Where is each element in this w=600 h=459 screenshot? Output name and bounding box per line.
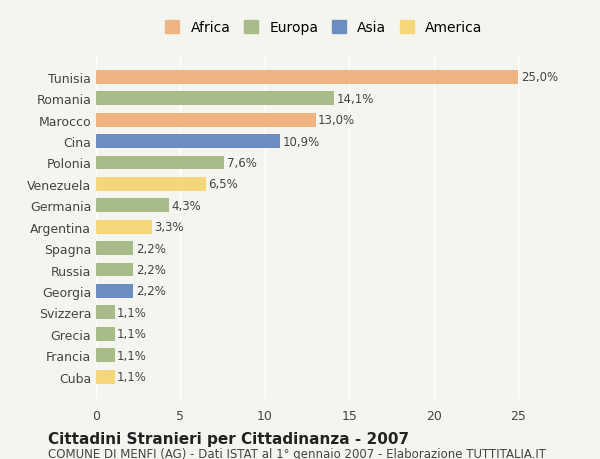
Text: COMUNE DI MENFI (AG) - Dati ISTAT al 1° gennaio 2007 - Elaborazione TUTTITALIA.I: COMUNE DI MENFI (AG) - Dati ISTAT al 1° … <box>48 448 546 459</box>
Text: 7,6%: 7,6% <box>227 157 257 170</box>
Bar <box>96 370 115 384</box>
Text: 2,2%: 2,2% <box>136 242 166 255</box>
Bar <box>96 135 280 149</box>
Legend: Africa, Europa, Asia, America: Africa, Europa, Asia, America <box>161 17 487 39</box>
Text: 6,5%: 6,5% <box>208 178 238 191</box>
Text: 10,9%: 10,9% <box>283 135 320 148</box>
Bar <box>96 178 206 191</box>
Bar <box>96 348 115 362</box>
Text: 3,3%: 3,3% <box>154 221 184 234</box>
Bar <box>96 199 169 213</box>
Bar <box>96 220 152 234</box>
Bar <box>96 284 133 298</box>
Text: 1,1%: 1,1% <box>117 370 147 383</box>
Bar <box>96 71 518 84</box>
Bar <box>96 241 133 256</box>
Bar <box>96 92 334 106</box>
Text: 1,1%: 1,1% <box>117 349 147 362</box>
Text: 2,2%: 2,2% <box>136 263 166 276</box>
Text: 1,1%: 1,1% <box>117 328 147 341</box>
Text: 14,1%: 14,1% <box>337 93 374 106</box>
Text: 2,2%: 2,2% <box>136 285 166 298</box>
Text: 1,1%: 1,1% <box>117 306 147 319</box>
Text: 13,0%: 13,0% <box>318 114 355 127</box>
Text: 4,3%: 4,3% <box>171 199 201 213</box>
Text: 25,0%: 25,0% <box>521 71 558 84</box>
Bar <box>96 113 316 127</box>
Text: Cittadini Stranieri per Cittadinanza - 2007: Cittadini Stranieri per Cittadinanza - 2… <box>48 431 409 447</box>
Bar <box>96 306 115 319</box>
Bar <box>96 263 133 277</box>
Bar <box>96 327 115 341</box>
Bar <box>96 156 224 170</box>
